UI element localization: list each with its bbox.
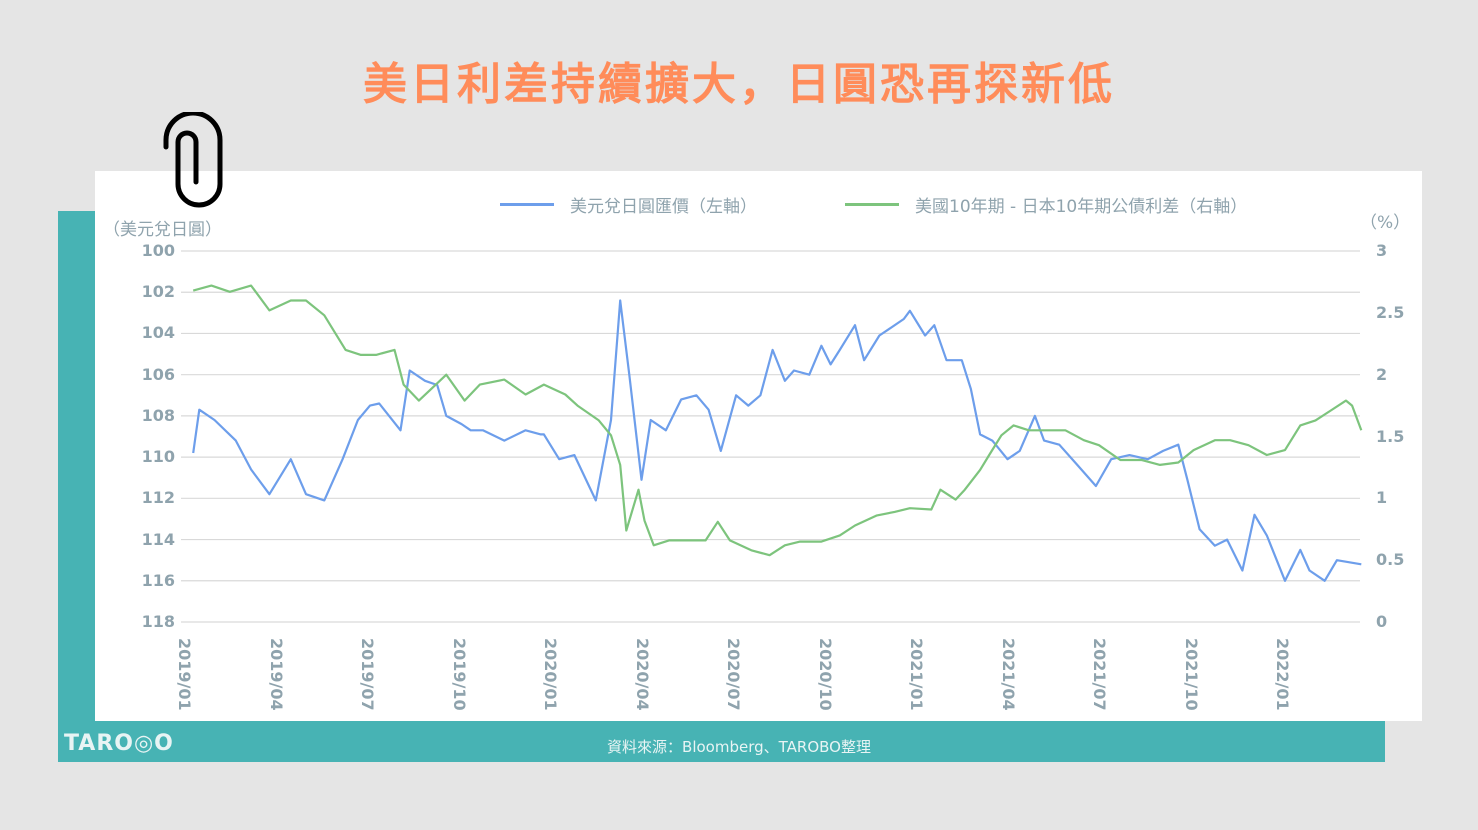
left-axis-tick: 108 [141,405,175,425]
left-axis-title: （美元兌日圓） [103,220,222,240]
legend-swatch-blue [500,203,554,206]
left-axis-tick: 110 [141,447,175,467]
right-axis-tick: 2.5 [1376,302,1405,322]
left-axis-tick: 100 [141,241,175,260]
right-axis-tick: 1 [1376,488,1388,508]
left-axis-tick: 118 [141,612,175,631]
paperclip-icon [163,112,223,208]
left-axis-tick: 112 [141,488,175,508]
left-axis-tick: 104 [141,323,175,343]
right-axis-tick: 0 [1376,612,1388,631]
yield-spread-line [192,284,1363,557]
page-title: 美日利差持續擴大，日圓恐再探新低 [363,59,1115,110]
legend-label-usdjpy: 美元兌日圓匯價（左軸） [570,197,757,217]
right-axis-tick: 0.5 [1376,550,1405,570]
left-axis-tick: 114 [141,529,175,549]
tarobo-logo: TARO◎O [64,731,174,756]
source-note: 資料來源：Bloomberg、TAROBO整理 [607,738,871,756]
left-axis-tick: 106 [141,364,175,384]
right-axis-tick: 3 [1376,241,1388,260]
legend-item-usdjpy: 美元兌日圓匯價（左軸） [500,192,757,217]
usdjpy-line [192,299,1362,582]
legend-label-spread: 美國10年期 - 日本10年期公債利差（右軸） [915,197,1248,217]
right-axis-tick: 1.5 [1376,426,1405,446]
left-axis-tick: 116 [141,570,175,590]
legend-swatch-green [845,203,899,206]
left-axis-tick: 102 [141,282,175,302]
right-axis-title: （%） [1360,213,1411,233]
legend-item-spread: 美國10年期 - 日本10年期公債利差（右軸） [845,192,1247,217]
right-axis-tick: 2 [1376,364,1388,384]
